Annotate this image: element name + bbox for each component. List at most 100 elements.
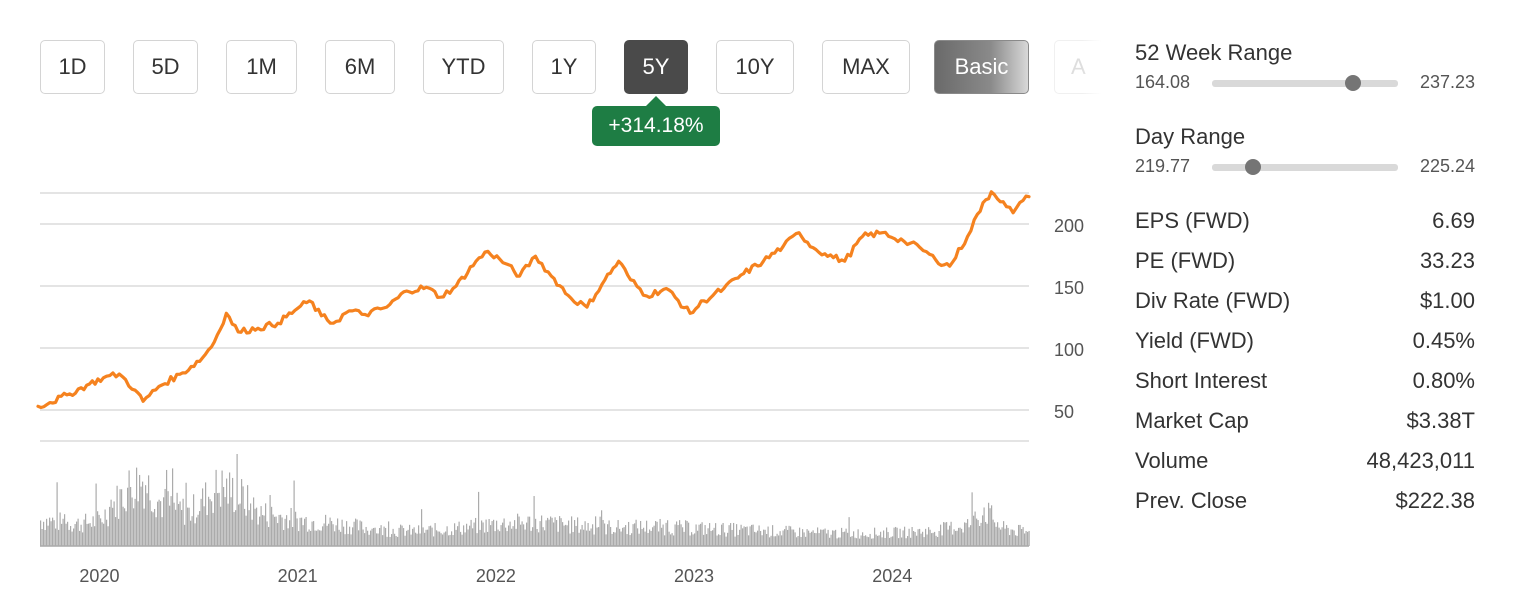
range-button-ytd[interactable]: YTD [423,40,504,94]
range-button-1m[interactable]: 1M [226,40,297,94]
volume-bar [769,537,771,546]
volume-bar [115,517,117,546]
volume-bar [713,527,715,546]
volume-bar [697,530,699,546]
volume-bar [811,531,813,546]
volume-bar [884,537,886,546]
volume-bar [239,503,241,546]
volume-bar [193,494,195,546]
volume-bar [707,528,709,546]
volume-bar [640,520,642,546]
volume-bar [967,519,969,546]
price-chart[interactable]: 200 150 100 50 2020 2021 2022 2023 2024 [0,0,1100,614]
volume-bar [992,519,994,546]
range-button-6m[interactable]: 6M [325,40,395,94]
volume-bar [1004,528,1006,546]
stat-label: EPS (FWD) [1135,208,1250,233]
volume-bar [230,497,232,546]
volume-bar [485,519,487,546]
x-tick-label: 2022 [476,566,516,586]
volume-bar [479,529,481,546]
volume-bar [46,518,48,546]
volume-bar [503,518,505,546]
volume-bar [112,507,114,546]
volume-bar [53,520,55,546]
range-button-5y[interactable]: 5Y [624,40,688,94]
volume-bar [758,525,760,546]
volume-bar [260,506,262,546]
badge-pointer [646,96,666,106]
volume-bar [830,534,832,546]
volume-bar [100,518,102,546]
volume-bar [67,521,69,546]
volume-bar [368,534,370,546]
volume-bar [515,528,517,546]
volume-bar [1001,527,1003,546]
volume-bar [202,488,204,546]
volume-bar [559,516,561,546]
volume-bar [218,492,220,546]
volume-bar [194,523,196,546]
volume-bar [671,533,673,546]
volume-bar [982,515,984,546]
volume-bar [188,507,190,546]
volume-bar [899,528,901,546]
volume-bar [454,523,456,546]
volume-bar [349,526,351,546]
volume-bar [284,518,286,546]
volume-bar [944,522,946,546]
volume-bar [415,532,417,546]
volume-bar [233,512,235,546]
volume-bar [173,502,175,546]
volume-bar [118,518,120,546]
volume-bar [691,532,693,546]
volume-bar [170,496,172,546]
range-button-max[interactable]: MAX [822,40,910,94]
volume-bar [128,470,130,546]
volume-bar [766,533,768,546]
volume-bar [613,531,615,546]
range-button-1y[interactable]: 1Y [532,40,596,94]
volume-bar [646,520,648,546]
volume-bar [796,537,798,546]
volume-bar [607,524,609,546]
volume-bar [611,533,613,546]
volume-bar [421,509,423,546]
volume-bar [59,512,61,546]
volume-bar [271,506,273,546]
volume-bar [64,514,66,546]
volume-bar [205,482,207,546]
volume-bar [182,498,184,546]
volume-bar [172,468,174,546]
range-button-5d[interactable]: 5D [133,40,198,94]
range-button-1d[interactable]: 1D [40,40,105,94]
volume-bar [185,482,187,546]
range-button-10y[interactable]: 10Y [716,40,794,94]
volume-bar [776,533,778,546]
volume-bar [898,538,900,546]
volume-bar [659,518,661,546]
stat-row-short-interest: Short Interest 0.80% [1135,368,1475,398]
volume-bar [704,525,706,546]
volume-bar [896,527,898,546]
volume-bar [476,533,478,546]
volume-bar [535,518,537,546]
volume-bar [959,527,961,546]
volume-bar [682,527,684,546]
volume-bar [736,524,738,546]
volume-bar [748,535,750,546]
volume-bar [925,528,927,546]
volume-bar [826,533,828,546]
day-range-bar [1212,159,1398,175]
volume-bar [470,519,472,546]
volume-bar [571,516,573,546]
volume-bar [731,529,733,546]
volume-bar [119,489,121,546]
volume-bar [628,521,630,546]
volume-bar [77,518,79,546]
volume-bar [52,517,54,546]
volume-bar [224,497,226,546]
basic-mode-button[interactable]: Basic [934,40,1029,94]
volume-bar [893,527,895,546]
volume-bar [850,536,852,546]
